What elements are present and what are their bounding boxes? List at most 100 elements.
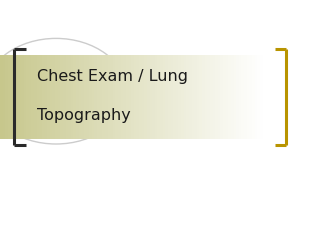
Bar (220, 55, 223, 139)
Bar (94, 55, 97, 139)
Bar (212, 55, 215, 139)
Bar (215, 55, 218, 139)
Bar (68, 55, 71, 139)
Bar (210, 55, 213, 139)
Bar (249, 55, 252, 139)
Bar (108, 55, 110, 139)
Bar (44, 55, 48, 139)
Bar (144, 55, 147, 139)
Bar (110, 55, 113, 139)
Bar (16, 55, 19, 139)
Bar (197, 55, 200, 139)
Bar (202, 55, 205, 139)
Bar (118, 55, 121, 139)
Bar (123, 55, 126, 139)
Bar (218, 55, 221, 139)
Bar (176, 55, 179, 139)
Bar (179, 55, 181, 139)
Bar (58, 55, 61, 139)
Bar (37, 55, 40, 139)
Bar (160, 55, 163, 139)
Bar (102, 55, 105, 139)
Bar (241, 55, 244, 139)
Bar (76, 55, 79, 139)
Bar (236, 55, 239, 139)
Bar (63, 55, 66, 139)
Bar (39, 55, 42, 139)
Bar (163, 55, 166, 139)
Bar (74, 55, 76, 139)
Bar (189, 55, 192, 139)
Bar (92, 55, 95, 139)
Bar (247, 55, 250, 139)
Bar (257, 55, 260, 139)
Bar (181, 55, 184, 139)
Bar (13, 55, 16, 139)
Bar (21, 55, 24, 139)
Bar (50, 55, 53, 139)
Bar (155, 55, 158, 139)
Bar (136, 55, 140, 139)
Bar (254, 55, 258, 139)
Bar (29, 55, 32, 139)
Bar (100, 55, 103, 139)
Bar (199, 55, 202, 139)
Bar (5, 55, 8, 139)
Bar (234, 55, 236, 139)
Bar (207, 55, 210, 139)
Bar (260, 55, 263, 139)
Bar (42, 55, 45, 139)
Bar (87, 55, 90, 139)
Bar (47, 55, 50, 139)
Bar (24, 55, 27, 139)
Bar (231, 55, 234, 139)
Bar (8, 55, 11, 139)
Bar (173, 55, 176, 139)
Bar (55, 55, 58, 139)
Bar (239, 55, 242, 139)
Bar (165, 55, 168, 139)
Bar (11, 55, 13, 139)
Bar (252, 55, 255, 139)
Bar (192, 55, 195, 139)
Bar (205, 55, 208, 139)
Bar (81, 55, 84, 139)
Bar (157, 55, 160, 139)
Bar (0, 55, 3, 139)
Text: Topography: Topography (37, 108, 131, 123)
Bar (84, 55, 87, 139)
Bar (228, 55, 231, 139)
Bar (171, 55, 173, 139)
Bar (18, 55, 21, 139)
Bar (3, 55, 5, 139)
Bar (223, 55, 226, 139)
Text: Chest Exam / Lung: Chest Exam / Lung (37, 69, 188, 84)
Bar (149, 55, 153, 139)
Bar (131, 55, 134, 139)
Bar (31, 55, 35, 139)
Bar (105, 55, 108, 139)
Bar (126, 55, 129, 139)
Bar (97, 55, 100, 139)
Bar (147, 55, 150, 139)
Bar (129, 55, 132, 139)
Bar (121, 55, 124, 139)
Bar (168, 55, 171, 139)
Bar (34, 55, 37, 139)
Bar (113, 55, 116, 139)
Bar (116, 55, 118, 139)
Bar (26, 55, 29, 139)
Bar (142, 55, 145, 139)
Bar (186, 55, 189, 139)
Bar (244, 55, 247, 139)
Bar (52, 55, 55, 139)
Bar (134, 55, 137, 139)
Bar (60, 55, 63, 139)
Bar (226, 55, 228, 139)
Bar (184, 55, 187, 139)
Bar (152, 55, 155, 139)
Bar (66, 55, 68, 139)
Bar (194, 55, 197, 139)
Bar (71, 55, 74, 139)
Bar (79, 55, 82, 139)
